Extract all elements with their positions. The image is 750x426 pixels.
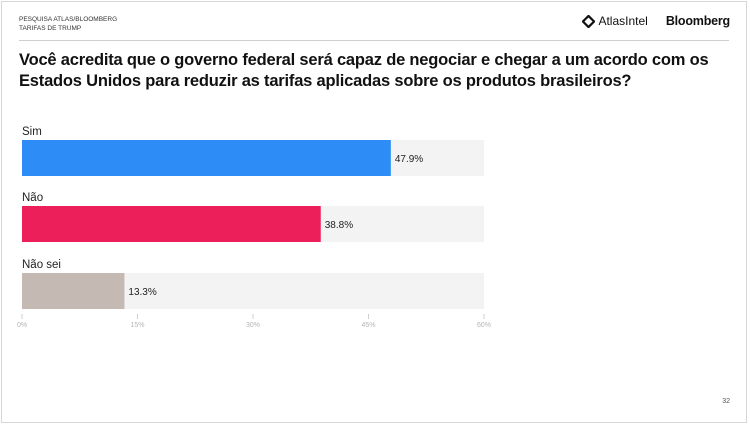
value-label: 13.3% xyxy=(128,287,156,298)
atlas-logo-text: AtlasIntel xyxy=(598,14,648,28)
atlas-diamond-icon xyxy=(582,14,596,28)
kicker-line-2: TARIFAS DE TRUMP xyxy=(19,25,82,32)
category-label: Não xyxy=(22,192,43,204)
kicker: PESQUISA ATLAS/BLOOMBERG TARIFAS DE TRUM… xyxy=(19,15,117,33)
x-tick-label: 15% xyxy=(130,322,144,329)
chart-title: Você acredita que o governo federal será… xyxy=(19,51,709,90)
x-tick-label: 30% xyxy=(246,322,260,329)
bar xyxy=(22,206,321,242)
x-tick-label: 60% xyxy=(477,322,491,329)
value-label: 47.9% xyxy=(395,154,423,165)
category-label: Não sei xyxy=(22,259,61,271)
kicker-line-1: PESQUISA ATLAS/BLOOMBERG xyxy=(19,16,118,23)
x-tick-label: 45% xyxy=(361,322,375,329)
page-number: 32 xyxy=(722,398,730,405)
value-label: 38.8% xyxy=(325,220,353,231)
atlasintel-logo: AtlasIntel xyxy=(582,14,648,28)
logos: AtlasIntel Bloomberg xyxy=(582,14,730,28)
x-tick-label: 0% xyxy=(17,322,27,329)
category-label: Sim xyxy=(22,126,42,138)
bloomberg-logo: Bloomberg xyxy=(665,14,730,28)
bar xyxy=(22,140,391,176)
bar xyxy=(22,273,125,309)
header-divider xyxy=(19,40,729,41)
